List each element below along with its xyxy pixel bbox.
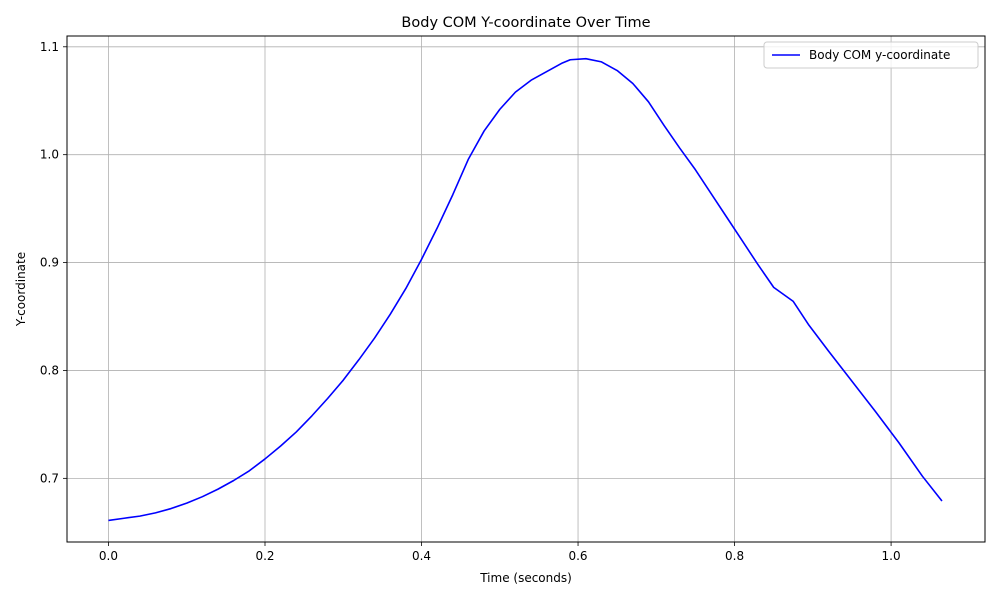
y-axis-ticks: 0.7 0.8 0.9 1.0 1.1 <box>40 40 67 485</box>
y-tick-label: 0.9 <box>40 256 59 270</box>
grid-lines <box>67 36 985 542</box>
y-tick-label: 0.8 <box>40 363 59 377</box>
y-tick-label: 0.7 <box>40 471 59 485</box>
y-tick-label: 1.0 <box>40 148 59 162</box>
legend: Body COM y-coordinate <box>763 41 979 69</box>
y-tick-label: 1.1 <box>40 40 59 54</box>
legend-box <box>763 41 979 69</box>
plot-frame <box>66 35 986 543</box>
x-axis-ticks: 0.0 0.2 0.4 0.6 0.8 1.0 <box>99 542 901 563</box>
y-axis-label: Y-coordinate <box>14 252 28 327</box>
series-line <box>108 57 943 522</box>
chart-title: Body COM Y-coordinate Over Time <box>401 15 650 31</box>
x-tick-label: 0.2 <box>255 549 274 563</box>
x-tick-label: 0.0 <box>99 549 118 563</box>
x-tick-label: 1.0 <box>882 549 901 563</box>
x-tick-label: 0.8 <box>725 549 744 563</box>
legend-label: Body COM y-coordinate <box>809 48 950 62</box>
x-axis-label: Time (seconds) <box>479 571 572 585</box>
series-layer <box>108 57 943 522</box>
x-tick-label: 0.6 <box>568 549 587 563</box>
x-tick-label: 0.4 <box>412 549 431 563</box>
